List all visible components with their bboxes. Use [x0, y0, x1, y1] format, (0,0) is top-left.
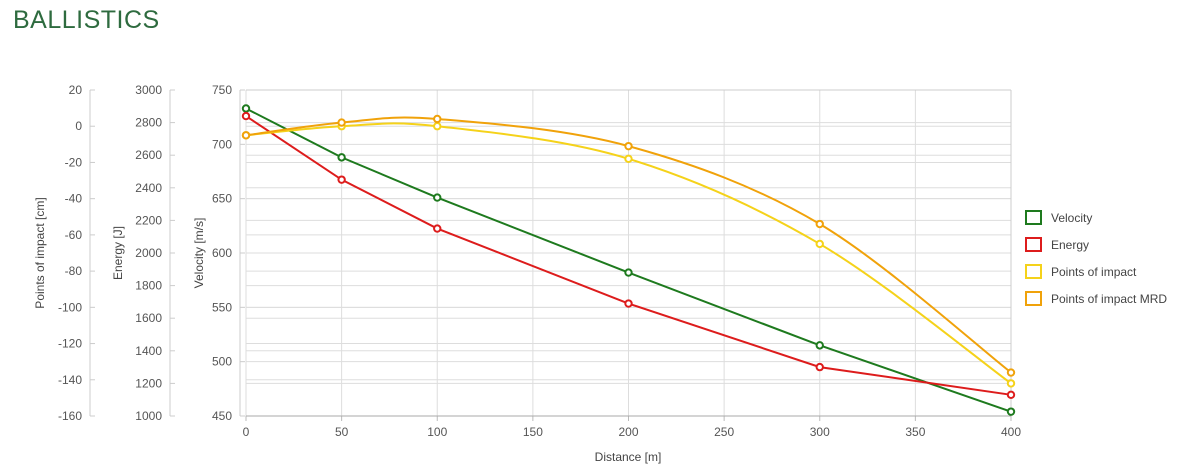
velocity-tick-label: 600 [212, 246, 232, 260]
series-line-velocity [245, 107, 1012, 413]
legend-item-points-of-impact-mrd[interactable]: Points of impact MRD [1025, 285, 1167, 312]
impact-tick-label: -20 [65, 155, 83, 169]
series-line-energy [245, 115, 1012, 396]
page-title: BALLISTICS [13, 6, 160, 34]
series-layer [241, 104, 1016, 416]
data-point-energy[interactable] [433, 224, 442, 233]
legend-label-points-of-impact: Points of impact [1051, 264, 1137, 279]
velocity-tick-label: 500 [212, 355, 232, 369]
data-point-points-of-impact-mrd[interactable] [433, 114, 442, 124]
energy-axis-title: Energy [J] [111, 226, 125, 280]
energy-tick-label: 2000 [135, 246, 162, 260]
velocity-tick-label: 650 [212, 192, 232, 206]
legend-swatch-energy [1025, 237, 1042, 252]
impact-tick-label: 0 [75, 119, 82, 133]
legend-item-energy[interactable]: Energy [1025, 231, 1167, 258]
x-tick-label: 50 [335, 425, 349, 439]
legend-label-points-of-impact-mrd: Points of impact MRD [1051, 291, 1168, 306]
data-point-energy[interactable] [241, 111, 251, 121]
velocity-tick-label: 700 [212, 137, 232, 151]
x-tick-label: 350 [905, 425, 925, 439]
energy-tick-label: 1800 [135, 279, 162, 293]
impact-axis-title: Points of impact [cm] [33, 197, 47, 308]
x-tick-label: 200 [618, 425, 638, 439]
energy-tick-label: 2800 [135, 116, 162, 130]
data-point-energy[interactable] [337, 175, 346, 184]
velocity-tick-label: 450 [212, 409, 232, 423]
energy-tick-label: 1400 [135, 344, 162, 358]
data-point-energy[interactable] [815, 362, 824, 372]
legend-swatch-points-of-impact-mrd [1025, 291, 1042, 306]
data-point-points-of-impact-mrd[interactable] [815, 219, 824, 229]
energy-tick-label: 3000 [135, 83, 162, 97]
velocity-tick-label: 550 [212, 300, 232, 314]
x-tick-label: 0 [243, 425, 250, 439]
impact-tick-label: -120 [58, 337, 82, 351]
data-point-velocity[interactable] [241, 104, 251, 113]
energy-tick-label: 1000 [135, 409, 162, 423]
legend-item-points-of-impact[interactable]: Points of impact [1025, 258, 1167, 285]
data-point-points-of-impact[interactable] [433, 122, 442, 131]
velocity-tick-label: 750 [212, 83, 232, 97]
x-tick-label: 250 [714, 425, 734, 439]
data-point-velocity[interactable] [433, 193, 442, 202]
impact-tick-label: -140 [58, 373, 82, 387]
impact-tick-label: -40 [65, 192, 83, 206]
data-point-energy[interactable] [1006, 390, 1016, 400]
legend-swatch-velocity [1025, 210, 1042, 225]
data-point-points-of-impact-mrd[interactable] [337, 118, 346, 127]
grid-layer [245, 89, 1012, 417]
legend-swatch-points-of-impact [1025, 264, 1042, 279]
legend-label-energy: Energy [1051, 237, 1090, 252]
x-tick-label: 400 [1001, 425, 1021, 439]
energy-tick-label: 2600 [135, 148, 162, 162]
data-point-points-of-impact-mrd[interactable] [241, 131, 251, 140]
legend-label-velocity: Velocity [1051, 210, 1093, 225]
data-point-points-of-impact[interactable] [624, 154, 633, 164]
data-point-velocity[interactable] [815, 341, 824, 350]
energy-tick-label: 1600 [135, 311, 162, 325]
data-point-velocity[interactable] [337, 153, 346, 162]
impact-tick-label: -80 [65, 264, 83, 278]
x-axis-title: Distance [m] [595, 450, 662, 464]
data-point-points-of-impact[interactable] [1006, 379, 1016, 388]
data-point-points-of-impact-mrd[interactable] [624, 141, 633, 151]
velocity-axis-title: Velocity [m/s] [192, 218, 206, 289]
impact-tick-label: -100 [58, 300, 82, 314]
impact-tick-label: 20 [69, 83, 83, 97]
data-point-points-of-impact-mrd[interactable] [1006, 368, 1016, 377]
impact-tick-label: -60 [65, 228, 83, 242]
energy-tick-label: 2200 [135, 213, 162, 227]
energy-tick-label: 1200 [135, 376, 162, 390]
axes-layer: 0 50 100 150 200 250 300 350 4004505005506006507… [58, 83, 1021, 439]
chart-legend: Velocity Energy Points of impact Points … [1025, 204, 1167, 312]
x-tick-label: 100 [427, 425, 447, 439]
data-point-velocity[interactable] [1006, 407, 1016, 416]
x-tick-label: 150 [523, 425, 543, 439]
energy-tick-label: 2400 [135, 181, 162, 195]
impact-tick-label: -160 [58, 409, 82, 423]
data-point-velocity[interactable] [624, 268, 633, 277]
data-point-energy[interactable] [624, 299, 633, 308]
x-tick-label: 300 [810, 425, 830, 439]
data-point-points-of-impact[interactable] [815, 239, 824, 249]
legend-item-velocity[interactable]: Velocity [1025, 204, 1167, 231]
